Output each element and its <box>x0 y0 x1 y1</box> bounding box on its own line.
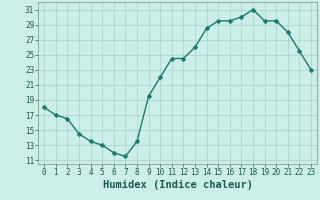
X-axis label: Humidex (Indice chaleur): Humidex (Indice chaleur) <box>103 180 252 190</box>
